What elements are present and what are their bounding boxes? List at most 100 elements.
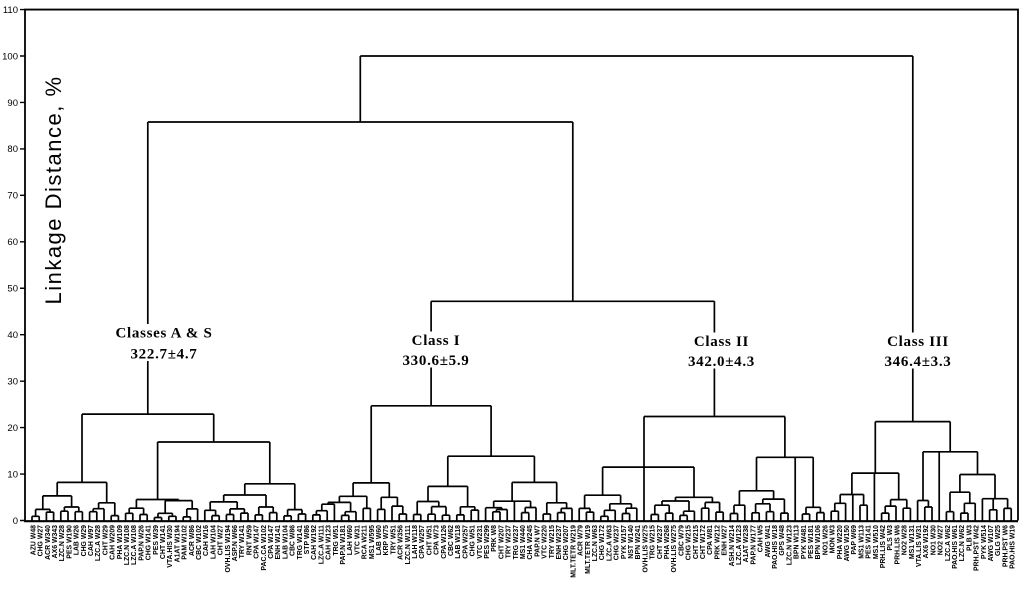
svg-text:AWG W41: AWG W41 (765, 525, 772, 558)
svg-text:PAP.N W26: PAP.N W26 (138, 525, 145, 561)
svg-text:MON W3: MON W3 (830, 525, 837, 553)
svg-text:PHA W268: PHA W268 (664, 525, 671, 559)
svg-text:LZC.A W123: LZC.A W123 (736, 525, 743, 565)
svg-text:PRK W212: PRK W212 (714, 525, 721, 560)
svg-text:CPA W147: CPA W147 (254, 525, 261, 559)
svg-text:CHG W215: CHG W215 (686, 525, 693, 560)
svg-text:LZC.A W62: LZC.A W62 (945, 525, 952, 561)
svg-text:ASP.N W66: ASP.N W66 (232, 525, 239, 561)
svg-text:PRK W8: PRK W8 (491, 525, 498, 552)
svg-text:LAB W26: LAB W26 (74, 525, 81, 555)
svg-text:PRH.LIS W42: PRH.LIS W42 (880, 525, 887, 568)
svg-text:ACR W79: ACR W79 (578, 525, 585, 556)
svg-text:MS1 W510: MS1 W510 (873, 525, 880, 559)
svg-text:PES W181: PES W181 (808, 525, 815, 559)
svg-text:LZC.N W123: LZC.N W123 (786, 525, 793, 565)
svg-text:PAC.CA W102: PAC.CA W102 (261, 525, 268, 571)
svg-text:CHT W141: CHT W141 (160, 525, 167, 559)
svg-text:CHT W27: CHT W27 (218, 525, 225, 555)
svg-text:30: 30 (7, 376, 18, 387)
svg-text:OVH.LIS W275: OVH.LIS W275 (671, 525, 678, 573)
svg-text:ENH W27: ENH W27 (722, 525, 729, 556)
svg-text:ASH.N W214: ASH.N W214 (729, 525, 736, 567)
svg-text:CBC W86: CBC W86 (290, 525, 297, 556)
svg-text:NO1 W26: NO1 W26 (822, 525, 829, 555)
svg-text:TRY W215: TRY W215 (549, 525, 556, 558)
svg-text:LAB W104: LAB W104 (282, 525, 289, 559)
svg-text:TRG W237: TRG W237 (513, 525, 520, 560)
svg-text:PLS W3: PLS W3 (887, 525, 894, 551)
svg-text:ACR W356: ACR W356 (398, 525, 405, 560)
svg-text:330.6±5.9: 330.6±5.9 (402, 353, 469, 369)
svg-text:322.7±4.7: 322.7±4.7 (130, 346, 197, 362)
svg-text:CAH W16: CAH W16 (203, 525, 210, 556)
svg-text:ENH W141: ENH W141 (275, 525, 282, 560)
svg-text:NO2 W27: NO2 W27 (938, 525, 945, 555)
svg-text:ENH W237: ENH W237 (556, 525, 563, 560)
svg-text:A1AT W194: A1AT W194 (174, 525, 181, 563)
svg-text:LAB W60: LAB W60 (376, 525, 383, 555)
svg-text:CBC W62: CBC W62 (448, 525, 455, 556)
svg-text:LZC.N W111: LZC.N W111 (405, 525, 412, 565)
svg-text:CAH W97: CAH W97 (88, 525, 95, 556)
svg-text:CHT W29: CHT W29 (102, 525, 109, 555)
svg-text:TRY W237: TRY W237 (506, 525, 513, 558)
svg-text:CBC W102: CBC W102 (196, 525, 203, 560)
svg-text:RNT W59: RNT W59 (246, 525, 253, 555)
svg-text:PAP.N W7: PAP.N W7 (534, 525, 541, 557)
svg-text:NO2 W28: NO2 W28 (902, 525, 909, 555)
svg-text:MLT.TETR W219: MLT.TETR W219 (570, 525, 577, 578)
svg-text:100: 100 (2, 51, 18, 62)
svg-text:PAP.N W181: PAP.N W181 (340, 525, 347, 565)
svg-text:PHA W220: PHA W220 (837, 525, 844, 559)
svg-text:CPA W147: CPA W147 (268, 525, 275, 559)
svg-text:Linkage Distance, %: Linkage Distance, % (41, 75, 66, 304)
svg-text:TRG W141: TRG W141 (297, 525, 304, 560)
svg-text:50: 50 (7, 284, 18, 295)
svg-text:AZU W48: AZU W48 (30, 525, 37, 555)
svg-text:AWG W150: AWG W150 (844, 525, 851, 562)
svg-text:AX6 W343: AX6 W343 (52, 525, 59, 558)
svg-text:CHT W207: CHT W207 (498, 525, 505, 559)
svg-text:ACR W86: ACR W86 (189, 525, 196, 556)
svg-text:Class III: Class III (887, 334, 949, 350)
svg-text:CHG W29: CHG W29 (81, 525, 88, 557)
svg-text:10: 10 (7, 469, 18, 480)
svg-text:PES W141: PES W141 (866, 525, 873, 559)
svg-text:CHG W207: CHG W207 (563, 525, 570, 560)
svg-text:BPN W106: BPN W106 (815, 525, 822, 560)
svg-text:PES W39: PES W39 (153, 525, 160, 555)
svg-text:LZC.N W63: LZC.N W63 (592, 525, 599, 562)
svg-text:TRG W215: TRG W215 (650, 525, 657, 560)
svg-text:LAH W118: LAH W118 (412, 525, 419, 559)
svg-text:OVH.LIS W275: OVH.LIS W275 (642, 525, 649, 573)
svg-text:CAH W5: CAH W5 (758, 525, 765, 552)
svg-text:PYK W514: PYK W514 (981, 525, 988, 559)
svg-text:LAH W60: LAH W60 (347, 525, 354, 555)
svg-text:AWG W107: AWG W107 (988, 525, 995, 562)
svg-text:PAO.HIS W61: PAO.HIS W61 (952, 525, 959, 569)
svg-text:PES W299: PES W299 (484, 525, 491, 559)
svg-text:Class I: Class I (412, 333, 461, 349)
svg-text:CPA W73: CPA W73 (434, 525, 441, 555)
svg-text:KRP W75: KRP W75 (383, 525, 390, 556)
svg-text:MS1 W113: MS1 W113 (858, 525, 865, 559)
svg-text:LAH W104: LAH W104 (210, 525, 217, 559)
svg-text:BPN W241: BPN W241 (635, 525, 642, 560)
svg-text:CHT W237: CHT W237 (657, 525, 664, 559)
svg-text:LZC.A W108: LZC.A W108 (131, 525, 138, 565)
svg-text:LZC.N W28: LZC.N W28 (59, 525, 66, 562)
svg-text:PAO.HIS W19: PAO.HIS W19 (1010, 525, 1017, 569)
svg-text:20: 20 (7, 423, 18, 434)
svg-text:PAM W102: PAM W102 (182, 525, 189, 560)
svg-text:PHA W109: PHA W109 (117, 525, 124, 559)
svg-text:CAH W123: CAH W123 (326, 525, 333, 560)
svg-text:MLT.TETR W19: MLT.TETR W19 (585, 525, 592, 574)
svg-text:CAH W209: CAH W209 (110, 525, 117, 560)
svg-text:70: 70 (7, 191, 18, 202)
svg-text:CHA W245: CHA W245 (527, 525, 534, 560)
svg-text:MS1 W440: MS1 W440 (520, 525, 527, 559)
svg-text:LZC.A W111: LZC.A W111 (318, 525, 325, 564)
svg-text:342.0±4.3: 342.0±4.3 (688, 354, 755, 370)
svg-text:VTC W31: VTC W31 (354, 525, 361, 555)
